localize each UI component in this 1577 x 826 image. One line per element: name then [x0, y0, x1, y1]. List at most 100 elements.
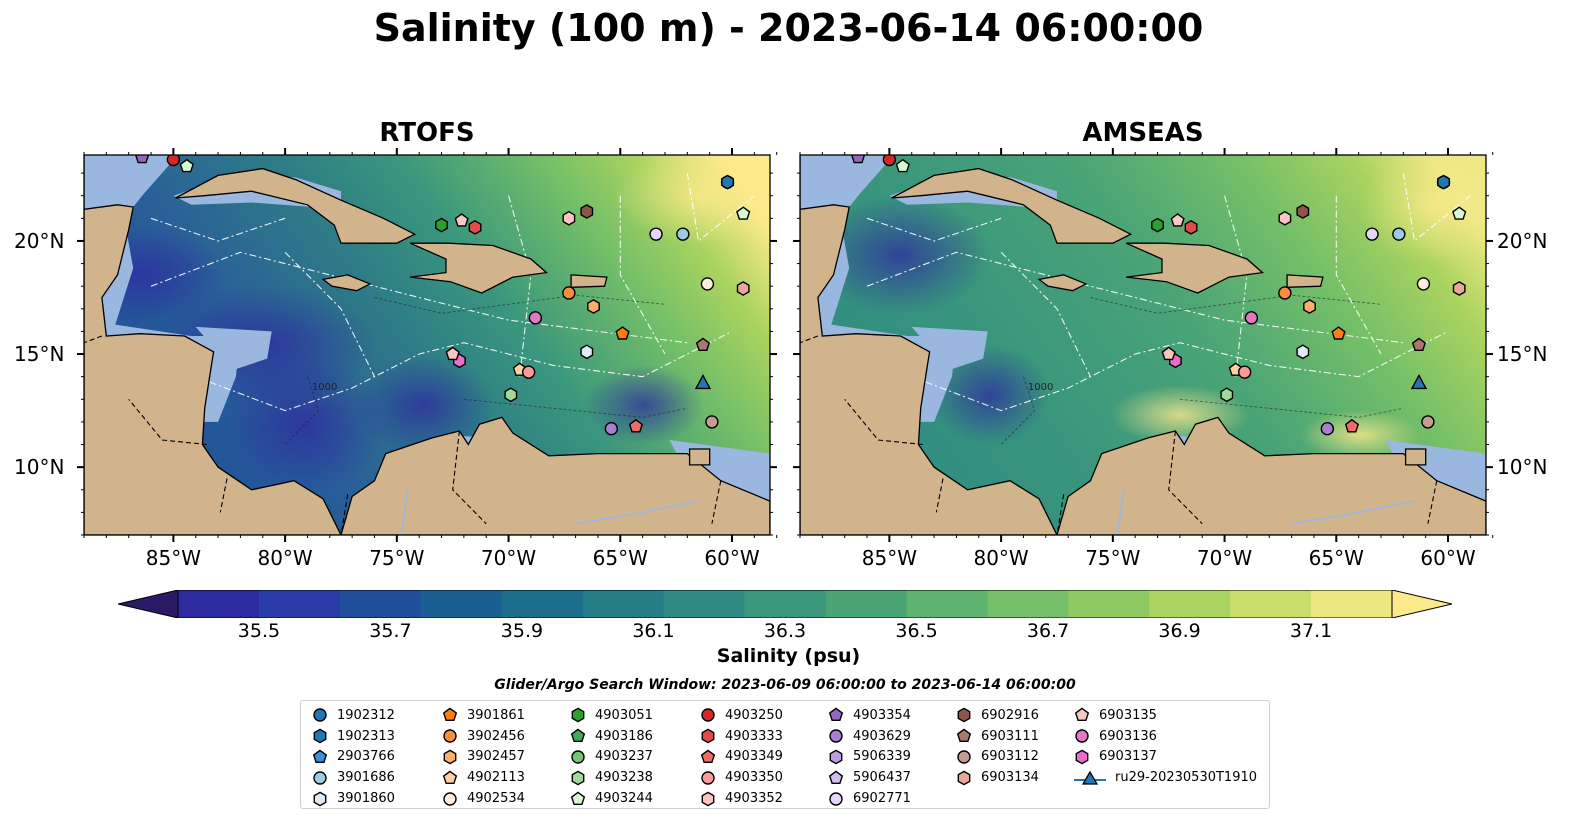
legend-marker [1075, 749, 1089, 765]
colorbar-tick-label: 35.7 [369, 620, 412, 642]
legend-marker [443, 749, 457, 765]
argo-float-marker [1237, 365, 1252, 379]
legend-label: 6903112 [981, 749, 1039, 765]
fresh-eddy [930, 345, 1050, 445]
legend-marker [829, 749, 843, 765]
lon-tick-label: 80°W [973, 546, 1029, 570]
legend-marker-icon [957, 707, 971, 723]
colorbar-extend-low [118, 590, 179, 618]
legend-marker-icon [570, 791, 586, 805]
country-border [1427, 480, 1438, 524]
legend-marker [313, 728, 327, 744]
eez-boundary [866, 217, 1002, 242]
colorbar-segment [1068, 590, 1150, 618]
legend-marker [701, 791, 715, 806]
eez-boundary [150, 251, 688, 344]
legend-column: 3901861 3902456 3902457 4902113 4902534 [441, 705, 525, 809]
legend-item: 3901860 [311, 788, 395, 809]
country-border [800, 335, 819, 344]
legend-label: 3902457 [467, 749, 525, 765]
colorbar-tick-label: 36.3 [763, 620, 807, 642]
legend-marker [701, 708, 715, 723]
legend-column: 6902916 6903111 6903112 6903134 [955, 705, 1039, 788]
colorbar-segment [906, 590, 988, 618]
argo-float-marker [736, 206, 751, 220]
legend-label: 6903111 [981, 728, 1039, 744]
legend-marker-icon [700, 749, 716, 763]
legend-label: 4903238 [595, 770, 653, 786]
depth-contour [374, 294, 666, 314]
colorbar-segment [178, 590, 260, 618]
legend-label: 4903354 [853, 707, 911, 723]
country-border [1168, 430, 1203, 525]
figure-title: Salinity (100 m) - 2023-06-14 06:00:00 [373, 6, 1204, 50]
salty-patch [1360, 155, 1486, 265]
argo-float-marker [1392, 227, 1406, 241]
eez-boundary [686, 173, 755, 243]
panel-title-amseas: AMSEAS [1082, 118, 1204, 148]
country-border [219, 478, 228, 513]
colorbar-extend-high [1391, 590, 1452, 618]
legend-item: 4903333 [699, 726, 783, 747]
legend-marker-icon [701, 728, 715, 744]
map-frame [83, 154, 771, 536]
land-cuba [891, 167, 1133, 244]
legend-marker-icon [701, 708, 715, 723]
river [1116, 489, 1125, 535]
argo-float-marker [676, 227, 690, 241]
eez-boundary [195, 330, 733, 412]
argo-float-marker [445, 346, 460, 361]
legend-marker-icon [312, 749, 328, 763]
legend-marker-icon [956, 728, 972, 743]
lat-tick-label-left: 10°N [14, 455, 65, 480]
legend-label: 4903237 [595, 749, 653, 765]
legend-item: 4903238 [569, 767, 653, 788]
colorbar-tick-label: 36.5 [895, 620, 938, 642]
legend-label: 3902456 [467, 728, 525, 744]
eez-boundary [866, 251, 1404, 344]
colorbar-segment [663, 590, 746, 618]
contour-label: 1000 [1028, 382, 1053, 393]
country-border [935, 478, 944, 513]
lon-tick-label: 75°W [1085, 546, 1141, 570]
argo-float-marker [1411, 337, 1427, 352]
legend-marker-icon [313, 771, 327, 785]
lat-tick-label-left: 15°N [14, 342, 65, 367]
legend-item: 4903051 [569, 705, 653, 726]
lon-tick-label: 65°W [1308, 546, 1364, 570]
colorbar-segment [501, 590, 584, 618]
legend-item: 6903137 [1073, 747, 1257, 768]
lon-tick-label: 65°W [592, 546, 648, 570]
legend-item: 4903629 [827, 726, 911, 747]
argo-float-marker [1331, 326, 1346, 340]
legend-marker-icon [1075, 749, 1089, 765]
legend-marker [312, 749, 328, 763]
argo-float-marker [166, 155, 181, 167]
map-amseas: 1000 [793, 148, 1494, 542]
legend-label: 4903349 [725, 749, 783, 765]
legend-label: 4903629 [853, 728, 911, 744]
legend-item: 2903766 [311, 747, 395, 768]
map-rtofs: 1000 [77, 148, 778, 542]
legend-item: 6903112 [955, 747, 1039, 768]
legend-marker-icon [829, 791, 843, 806]
legend-marker [828, 707, 844, 722]
argo-float-marker [1278, 210, 1292, 226]
legend-item: 6903136 [1073, 726, 1257, 747]
colorbar-tick-label: 35.5 [237, 620, 281, 642]
legend-marker [957, 707, 971, 723]
argo-float-marker [1296, 344, 1310, 360]
legend-marker-icon [443, 749, 457, 765]
lat-tick-label-right: 10°N [1497, 455, 1548, 480]
legend-item: 4903350 [699, 767, 783, 788]
country-border [844, 398, 923, 446]
legend-item: 4903354 [827, 705, 911, 726]
legend-item: 4902534 [441, 788, 525, 809]
glider-marker [1410, 373, 1428, 390]
colorbar-segment [582, 590, 665, 618]
fresh-eddy [584, 365, 704, 445]
fresh-eddy [354, 355, 494, 455]
legend-label: 3901861 [467, 707, 525, 723]
land-trinidad [688, 448, 711, 466]
